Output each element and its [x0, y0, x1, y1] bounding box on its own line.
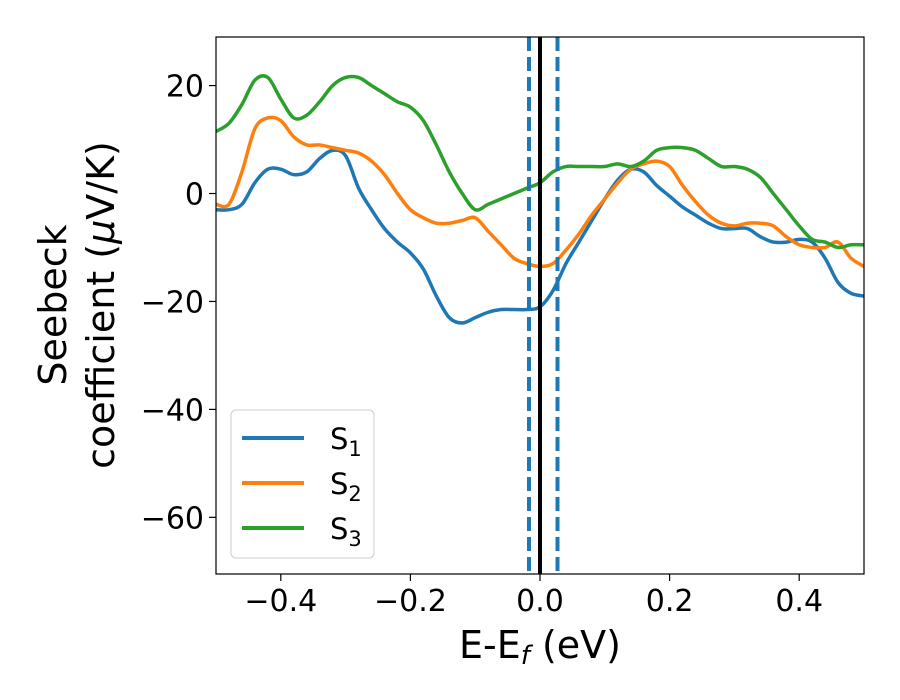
x-tick-label: −0.4: [244, 584, 317, 619]
axis-ticks: −0.4 −0.2 0.0 0.2 0.4 20 0 −20 −40 −60: [141, 70, 823, 619]
y-axis-label: Seebeck coefficient (μV/K): [31, 141, 123, 469]
legend-label-s1: S1: [330, 422, 362, 461]
legend: S1 S2 S3: [230, 409, 375, 559]
y-axis-label-line1: Seebeck: [31, 224, 75, 385]
y-tick-label: 0: [185, 178, 204, 213]
y-tick-label: −20: [141, 285, 204, 320]
legend-label-s3: S3: [330, 512, 362, 551]
legend-label-s2: S2: [330, 467, 362, 506]
x-tick-label: 0.2: [646, 584, 694, 619]
x-tick-label: 0.0: [516, 584, 564, 619]
y-tick-label: 20: [166, 70, 204, 105]
x-tick-label: 0.4: [775, 584, 823, 619]
y-tick-label: −40: [141, 393, 204, 428]
x-axis-label: E-Ef (eV): [459, 623, 621, 671]
y-axis-label-line2: coefficient (μV/K): [79, 141, 123, 469]
x-tick-label: −0.2: [374, 584, 447, 619]
plot-area-lines: [216, 37, 864, 574]
y-tick-label: −60: [141, 501, 204, 536]
